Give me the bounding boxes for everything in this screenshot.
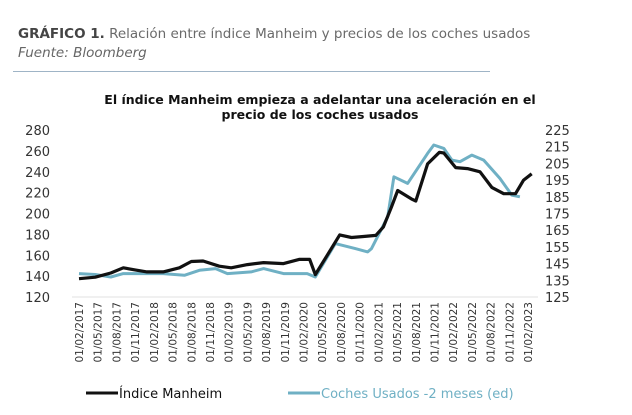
- x-tick-label: 01/05/2022: [467, 302, 479, 363]
- y-left-tick-label: 140: [25, 270, 50, 285]
- x-tick-label: 01/02/2019: [224, 302, 236, 363]
- legend-label-coches: Coches Usados -2 meses (ed): [321, 387, 514, 402]
- x-tick-label: 01/05/2017: [93, 302, 105, 363]
- x-tick-label: 01/02/2021: [373, 302, 385, 363]
- x-tick-label: 01/08/2022: [486, 302, 498, 363]
- y-right-tick-label: 195: [545, 174, 570, 189]
- x-tick-label: 01/08/2019: [261, 302, 273, 363]
- y-left-tick-label: 120: [25, 291, 50, 306]
- y-left-tick-label: 280: [25, 124, 50, 139]
- x-tick-label: 01/08/2021: [411, 302, 423, 363]
- y-right-tick-label: 215: [545, 141, 570, 156]
- x-tick-label: 01/08/2020: [336, 302, 348, 363]
- y-right-tick-label: 185: [545, 191, 570, 206]
- y-right-tick-label: 125: [545, 291, 570, 306]
- x-tick-label: 01/02/2022: [448, 302, 460, 363]
- series-line-manheim: [78, 150, 533, 281]
- x-tick-label: 01/05/2018: [168, 302, 180, 363]
- x-tick-label: 01/02/2020: [299, 302, 311, 363]
- y-right-tick-label: 135: [545, 274, 570, 289]
- x-tick-label: 01/08/2018: [186, 302, 198, 363]
- x-tick-label: 01/11/2018: [205, 302, 217, 363]
- x-tick-label: 01/08/2017: [111, 302, 123, 363]
- y-right-tick-label: 155: [545, 241, 570, 256]
- y-left-tick-label: 200: [25, 208, 50, 223]
- x-tick-label: 01/05/2020: [317, 302, 329, 363]
- x-tick-label: 01/02/2023: [523, 302, 535, 363]
- x-tick-label: 01/05/2021: [392, 302, 404, 363]
- legend-label-manheim: Índice Manheim: [119, 386, 222, 402]
- x-tick-label: 01/11/2017: [130, 302, 142, 363]
- y-left-tick-label: 220: [25, 187, 50, 202]
- chart-number: GRÁFICO 1.: [18, 26, 105, 42]
- chart-title-line2: precio de los coches usados: [222, 107, 419, 122]
- y-left-tick-label: 160: [25, 249, 50, 264]
- y-left-tick-label: 180: [25, 228, 50, 243]
- y-left-tick-label: 240: [25, 166, 50, 181]
- x-tick-label: 01/05/2019: [242, 302, 254, 363]
- x-tick-label: 01/11/2019: [280, 302, 292, 363]
- y-right-tick-label: 205: [545, 157, 570, 172]
- y-right-tick-label: 145: [545, 258, 570, 273]
- x-tick-label: 01/02/2017: [74, 302, 86, 363]
- chart-title-line1: El índice Manheim empieza a adelantar un…: [104, 92, 535, 107]
- y-right-tick-label: 225: [545, 124, 570, 139]
- chart-caption: Relación entre índice Manheim y precios …: [109, 26, 531, 42]
- y-right-tick-label: 165: [545, 224, 570, 239]
- chart-source: Fuente: Bloomberg: [18, 45, 147, 61]
- x-tick-label: 01/11/2022: [504, 302, 516, 363]
- x-tick-label: 01/02/2018: [149, 302, 161, 363]
- chart-header: GRÁFICO 1. Relación entre índice Manheim…: [18, 26, 530, 42]
- x-tick-label: 01/11/2021: [429, 302, 441, 363]
- x-tick-label: 01/11/2020: [355, 302, 367, 363]
- y-left-tick-label: 260: [25, 145, 50, 160]
- header-divider: [13, 71, 490, 72]
- y-right-tick-label: 175: [545, 208, 570, 223]
- series-line-coches-usados: [78, 143, 521, 279]
